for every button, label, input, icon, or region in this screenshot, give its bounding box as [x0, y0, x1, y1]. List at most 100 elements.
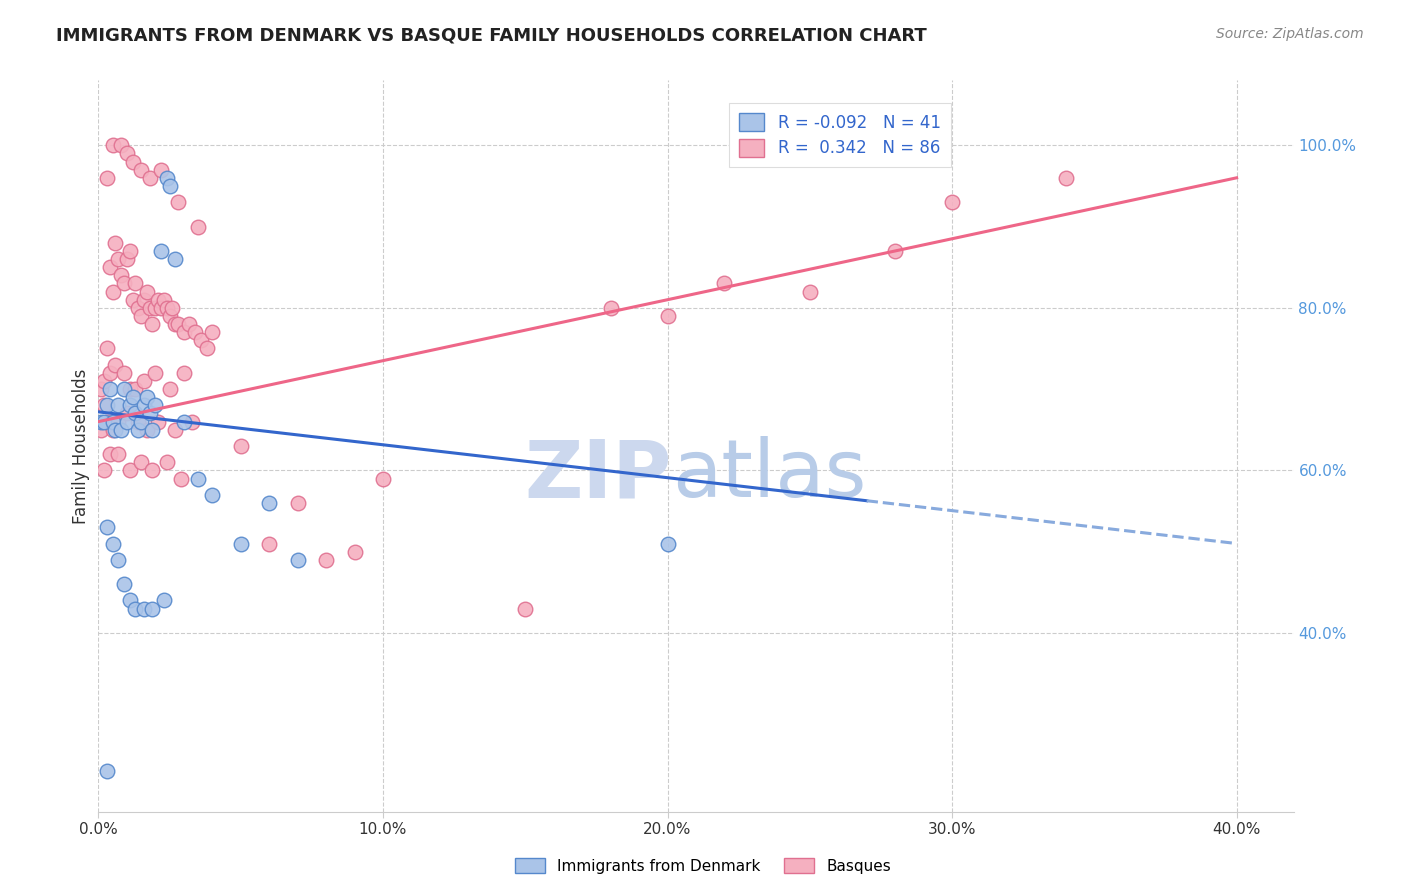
Point	[148, 415, 170, 429]
Point	[141, 317, 163, 331]
Point	[141, 601, 163, 615]
Point	[257, 536, 280, 550]
Point	[127, 301, 149, 315]
Point	[90, 415, 112, 429]
Point	[599, 301, 621, 315]
Point	[110, 268, 132, 283]
Point	[129, 455, 152, 469]
Point	[229, 439, 252, 453]
Point	[124, 382, 146, 396]
Point	[110, 423, 132, 437]
Text: ZIP: ZIP	[524, 436, 672, 515]
Point	[138, 301, 160, 315]
Point	[167, 195, 190, 210]
Point	[713, 277, 735, 291]
Point	[115, 252, 138, 266]
Point	[162, 301, 184, 315]
Point	[167, 317, 190, 331]
Point	[121, 390, 143, 404]
Point	[173, 366, 195, 380]
Point	[799, 285, 821, 299]
Point	[141, 423, 163, 437]
Point	[165, 252, 187, 266]
Point	[179, 317, 201, 331]
Point	[229, 536, 252, 550]
Y-axis label: Family Households: Family Households	[72, 368, 90, 524]
Point	[112, 366, 135, 380]
Legend: Immigrants from Denmark, Basques: Immigrants from Denmark, Basques	[509, 852, 897, 880]
Point	[156, 301, 179, 315]
Point	[150, 244, 173, 258]
Point	[138, 170, 160, 185]
Point	[90, 382, 112, 396]
Point	[96, 342, 118, 356]
Point	[98, 447, 121, 461]
Point	[127, 423, 149, 437]
Point	[118, 398, 141, 412]
Point	[118, 382, 141, 396]
Point	[138, 407, 160, 421]
Point	[104, 358, 127, 372]
Point	[143, 301, 166, 315]
Point	[515, 601, 537, 615]
Point	[93, 398, 115, 412]
Point	[181, 415, 204, 429]
Text: Source: ZipAtlas.com: Source: ZipAtlas.com	[1216, 27, 1364, 41]
Point	[101, 285, 124, 299]
Legend: R = -0.092   N = 41, R =  0.342   N = 86: R = -0.092 N = 41, R = 0.342 N = 86	[730, 103, 950, 167]
Point	[112, 277, 135, 291]
Point	[159, 309, 181, 323]
Point	[107, 447, 129, 461]
Point	[159, 178, 181, 193]
Point	[115, 146, 138, 161]
Point	[143, 398, 166, 412]
Point	[190, 334, 212, 348]
Text: atlas: atlas	[672, 436, 866, 515]
Point	[153, 293, 176, 307]
Point	[129, 162, 152, 177]
Point	[127, 415, 149, 429]
Point	[150, 162, 173, 177]
Point	[112, 382, 135, 396]
Point	[343, 544, 366, 558]
Point	[118, 463, 141, 477]
Point	[153, 593, 176, 607]
Point	[201, 325, 224, 339]
Point	[159, 382, 181, 396]
Point	[96, 170, 118, 185]
Point	[884, 244, 907, 258]
Point	[201, 488, 224, 502]
Point	[132, 293, 155, 307]
Point	[101, 536, 124, 550]
Point	[184, 325, 207, 339]
Point	[93, 463, 115, 477]
Point	[143, 366, 166, 380]
Point	[315, 553, 337, 567]
Point	[187, 471, 209, 485]
Point	[101, 423, 124, 437]
Point	[132, 601, 155, 615]
Point	[173, 325, 195, 339]
Point	[195, 342, 218, 356]
Point	[287, 553, 309, 567]
Point	[135, 423, 157, 437]
Point	[135, 285, 157, 299]
Point	[287, 496, 309, 510]
Point	[98, 382, 121, 396]
Point	[173, 415, 195, 429]
Point	[156, 455, 179, 469]
Point	[124, 407, 146, 421]
Text: IMMIGRANTS FROM DENMARK VS BASQUE FAMILY HOUSEHOLDS CORRELATION CHART: IMMIGRANTS FROM DENMARK VS BASQUE FAMILY…	[56, 27, 927, 45]
Point	[107, 553, 129, 567]
Point	[257, 496, 280, 510]
Point	[1054, 170, 1077, 185]
Point	[107, 398, 129, 412]
Point	[98, 260, 121, 275]
Point	[112, 577, 135, 591]
Point	[129, 309, 152, 323]
Point	[96, 520, 118, 534]
Point	[93, 374, 115, 388]
Point	[104, 423, 127, 437]
Point	[124, 277, 146, 291]
Point	[115, 415, 138, 429]
